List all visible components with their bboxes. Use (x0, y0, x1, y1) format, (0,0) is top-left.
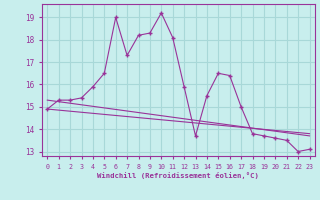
X-axis label: Windchill (Refroidissement éolien,°C): Windchill (Refroidissement éolien,°C) (98, 172, 259, 179)
